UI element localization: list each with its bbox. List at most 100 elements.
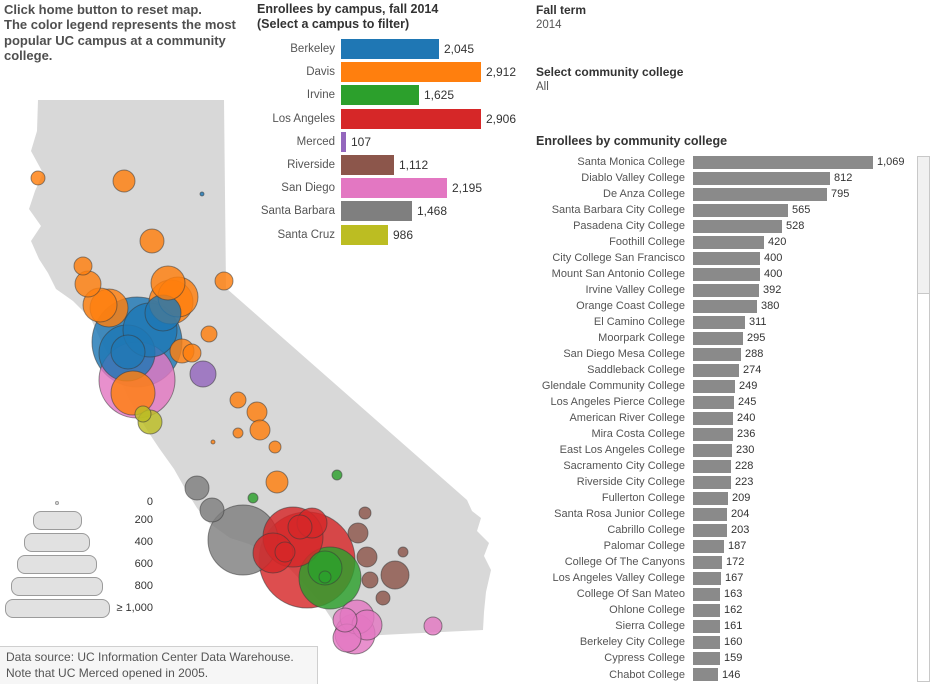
size-legend-label: 0	[146, 496, 153, 508]
college-bar[interactable]	[693, 587, 720, 601]
map-bubble-riverside[interactable]	[356, 546, 378, 568]
map-bubble-davis[interactable]	[182, 343, 202, 363]
campus-bar[interactable]	[341, 85, 419, 106]
college-bar[interactable]	[693, 571, 721, 585]
map-bubble-davis[interactable]	[73, 256, 93, 276]
map-bubble-berkeley[interactable]	[144, 294, 182, 332]
college-bar-row: Pasadena City College 528	[530, 218, 915, 234]
map-bubble-santa-cruz[interactable]	[134, 405, 152, 423]
college-bar[interactable]	[693, 299, 757, 313]
map-bubble-davis[interactable]	[74, 270, 102, 298]
college-bar[interactable]	[693, 411, 733, 425]
college-bar[interactable]	[693, 539, 724, 553]
college-bar[interactable]	[693, 267, 760, 281]
map-bubble-berkeley[interactable]	[110, 334, 146, 370]
college-bar-row: American River College 240	[530, 410, 915, 426]
map-bubble-riverside[interactable]	[358, 506, 372, 520]
college-bar[interactable]	[693, 555, 722, 569]
college-bar[interactable]	[693, 283, 759, 297]
college-bar[interactable]	[693, 443, 732, 457]
map-bubble-davis[interactable]	[112, 169, 136, 193]
campus-bar[interactable]	[341, 155, 394, 176]
college-bar[interactable]	[693, 235, 764, 249]
map-bubble-san-diego[interactable]	[423, 616, 443, 636]
scrollbar-thumb[interactable]	[918, 157, 929, 294]
college-value: 245	[738, 396, 757, 409]
map-bubble-san-diego[interactable]	[332, 607, 358, 633]
campus-bar[interactable]	[341, 62, 481, 83]
college-bar[interactable]	[693, 379, 735, 393]
college-value: 172	[726, 556, 745, 569]
college-bar[interactable]	[693, 315, 745, 329]
map-bubble-davis[interactable]	[265, 470, 289, 494]
map-bubble-riverside[interactable]	[361, 571, 379, 589]
map-bubble-davis[interactable]	[232, 427, 244, 439]
map-bubble-santa-barbara[interactable]	[199, 497, 225, 523]
college-value: 160	[724, 636, 743, 649]
map-bubble-irvine[interactable]	[318, 570, 332, 584]
college-bar[interactable]	[693, 475, 731, 489]
map-bubble-riverside[interactable]	[397, 546, 409, 558]
map-bubble-irvine[interactable]	[331, 469, 343, 481]
map-bubble-irvine[interactable]	[247, 492, 259, 504]
map-bubble-santa-barbara[interactable]	[184, 475, 210, 501]
campus-bar[interactable]	[341, 224, 388, 245]
college-label: College Of The Canyons	[564, 556, 685, 569]
map-bubble-merced[interactable]	[189, 360, 217, 388]
campus-bar[interactable]	[341, 39, 439, 60]
college-bar[interactable]	[693, 395, 734, 409]
college-bar[interactable]	[693, 427, 733, 441]
map-bubble-davis[interactable]	[110, 370, 156, 416]
college-bar[interactable]	[693, 203, 788, 217]
campus-bar[interactable]	[341, 108, 481, 129]
community-college-filter-value[interactable]: All	[536, 81, 549, 93]
map-bubble-riverside[interactable]	[347, 522, 369, 544]
college-bar[interactable]	[693, 603, 720, 617]
map-bubble-davis[interactable]	[246, 401, 268, 423]
college-bar[interactable]	[693, 363, 739, 377]
college-bar[interactable]	[693, 251, 760, 265]
map-bubble-los-angeles[interactable]	[287, 514, 313, 540]
map-bubble-davis[interactable]	[30, 170, 46, 186]
college-bar[interactable]	[693, 668, 718, 681]
college-bar[interactable]	[693, 507, 727, 521]
college-bar[interactable]	[693, 459, 731, 473]
college-bar[interactable]	[693, 331, 743, 345]
college-bar[interactable]	[693, 619, 720, 633]
college-bar[interactable]	[693, 171, 830, 185]
college-value: 230	[736, 444, 755, 457]
map-bubble-davis[interactable]	[210, 439, 216, 445]
map-bubble-davis[interactable]	[229, 391, 247, 409]
college-value: 400	[764, 268, 783, 281]
map-bubble-davis[interactable]	[150, 265, 186, 301]
map-bubble-irvine[interactable]	[307, 550, 343, 586]
campus-bar[interactable]	[341, 131, 346, 152]
college-bar[interactable]	[693, 523, 727, 537]
college-bar[interactable]	[693, 219, 782, 233]
map-bubble-davis[interactable]	[249, 419, 271, 441]
map-bubble-davis[interactable]	[200, 325, 218, 343]
map-bubble-davis[interactable]	[268, 440, 282, 454]
fall-term-value[interactable]: 2014	[536, 19, 562, 31]
map-bubble-riverside[interactable]	[380, 560, 410, 590]
college-bar[interactable]	[693, 635, 720, 649]
map-bubble-berkeley[interactable]	[199, 191, 205, 197]
campus-bar-row: Riverside 1,112	[257, 153, 535, 176]
campus-bar[interactable]	[341, 201, 412, 222]
college-bar[interactable]	[693, 155, 873, 169]
college-bar[interactable]	[693, 187, 827, 201]
map-bubble-los-angeles[interactable]	[274, 541, 296, 563]
college-bar[interactable]	[693, 651, 720, 665]
college-label: Orange Coast College	[576, 300, 685, 313]
college-label: Glendale Community College	[541, 380, 685, 393]
campus-bar[interactable]	[341, 178, 447, 199]
scrollbar-track[interactable]	[917, 156, 930, 682]
college-bar-row: Cypress College 159	[530, 650, 915, 666]
college-bar[interactable]	[693, 347, 741, 361]
map-bubble-davis[interactable]	[139, 228, 165, 254]
map-bubble-riverside[interactable]	[375, 590, 391, 606]
college-bar[interactable]	[693, 491, 728, 505]
college-label: Santa Barbara City College	[551, 204, 685, 217]
map-bubble-davis[interactable]	[214, 271, 234, 291]
college-label: San Diego Mesa College	[563, 348, 685, 361]
